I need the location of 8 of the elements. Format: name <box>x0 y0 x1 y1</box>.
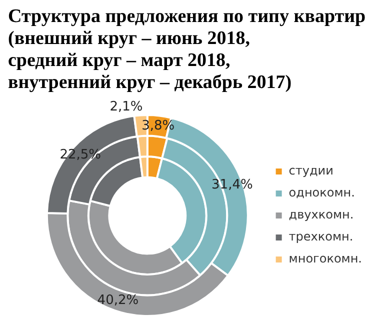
legend-label: студии <box>288 164 334 178</box>
legend-label: двухкомн. <box>288 208 354 222</box>
legend-label: трехкомн. <box>288 230 354 244</box>
data-label: 40,2% <box>97 293 139 308</box>
legend-label: многокомн. <box>288 252 362 266</box>
data-label: 2,1% <box>110 100 143 115</box>
chart-title: Структура предложения по типу квартир (внешний круг – июнь 2018, средний круг – март 2018, внутренний круг – декабрь 2017) <box>7 5 367 95</box>
legend-label: однокомн. <box>288 186 355 200</box>
